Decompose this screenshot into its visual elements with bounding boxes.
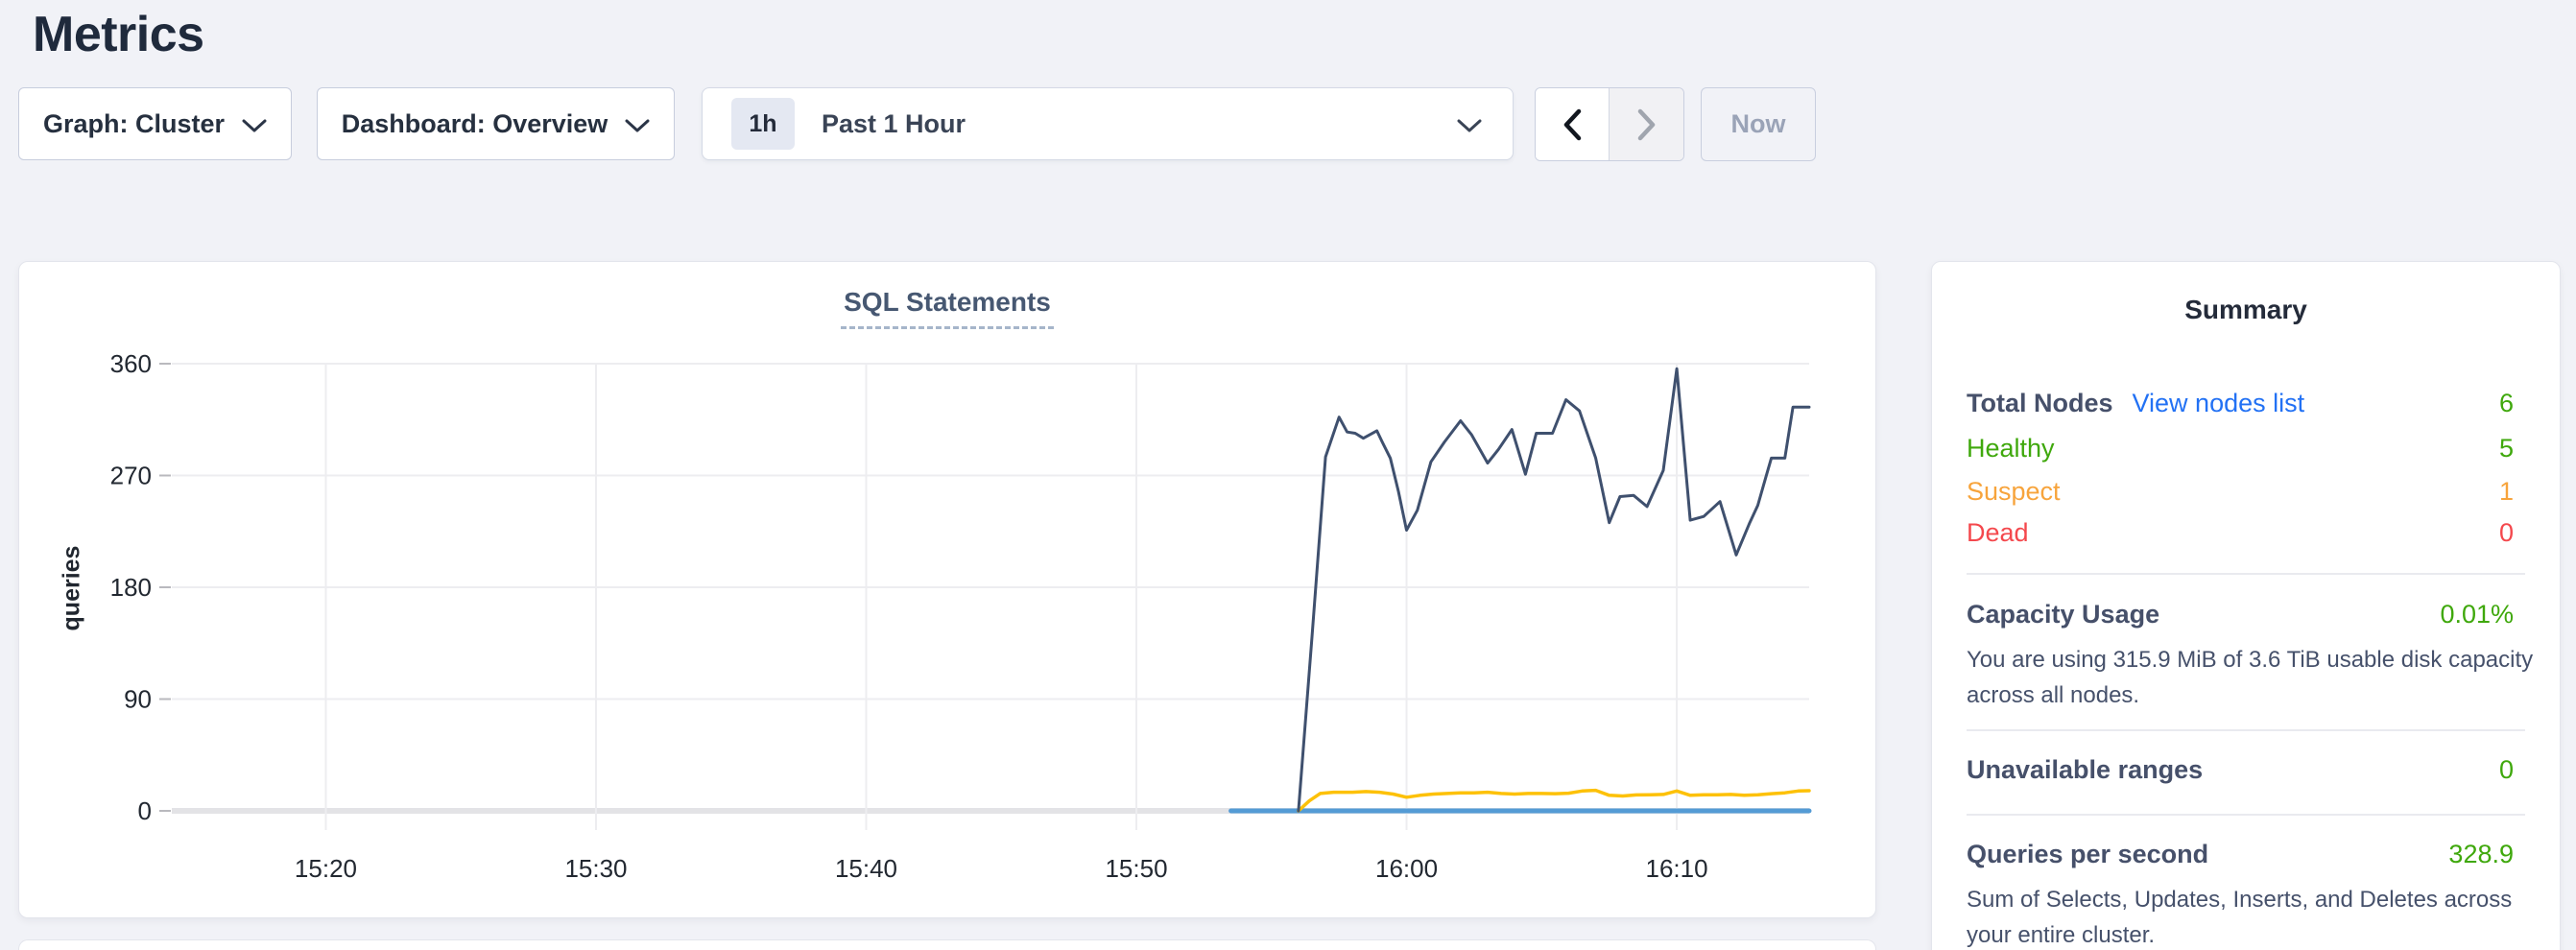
view-nodes-list-link[interactable]: View nodes list [2132,389,2305,417]
summary-title: Summary [2184,295,2307,324]
queries-per-second-description: Sum of Selects, Updates, Inserts, and De… [1967,887,2513,948]
y-tick-label: 360 [110,349,152,378]
summary-row-total-nodes: Total Nodes View nodes list 6 [1967,389,2514,425]
dead-label: Dead [1967,518,2029,547]
queries-per-second-label: Queries per second [1967,840,2209,868]
suspect-value: 1 [2498,477,2514,506]
chevron-down-icon [242,119,267,131]
graph-dropdown-label: Graph: Cluster [42,108,226,138]
time-pager [1535,87,1684,161]
dead-value: 0 [2498,518,2514,547]
summary-row-healthy: Healthy 5 [1967,434,2514,470]
chevron-down-icon [1457,119,1482,131]
y-tick-label: 180 [110,573,152,602]
x-tick-label: 15:20 [295,854,357,883]
y-tick-label: 0 [138,796,152,825]
sql-statements-card: SQL Statements queries 0 90 180 270 360 15:20… [18,261,1876,918]
unavailable-ranges-value: 0 [2498,755,2514,784]
dashboard-dropdown-label: Dashboard: Overview [341,108,608,138]
summary-row-suspect: Suspect 1 [1967,477,2514,513]
divider [1967,729,2525,731]
chevron-left-icon [1563,108,1582,140]
x-tick-label: 16:10 [1646,854,1708,883]
summary-row-unavailable-ranges: Unavailable ranges 0 [1967,755,2514,792]
unavailable-ranges-label: Unavailable ranges [1967,755,2204,784]
healthy-label: Healthy [1967,434,2055,463]
time-range-label: Past 1 Hour [822,108,966,138]
healthy-value: 5 [2498,434,2514,463]
sql-statements-chart[interactable]: 0 90 180 270 360 15:20 15:30 15:40 15:50 16:00 16:… [19,262,1877,919]
capacity-usage-label: Capacity Usage [1967,600,2160,629]
divider [1967,573,2525,575]
next-range-button[interactable] [1610,88,1683,160]
total-nodes-label: Total Nodes [1967,389,2113,417]
dashboard-dropdown[interactable]: Dashboard: Overview [317,87,675,160]
summary-row-capacity: Capacity Usage 0.01% [1967,600,2514,636]
y-tick-label: 270 [110,462,152,490]
now-button[interactable]: Now [1701,87,1816,161]
summary-panel: Summary Total Nodes View nodes list 6 He… [1931,261,2561,950]
y-tick-label: 90 [124,685,152,714]
chevron-right-icon [1637,108,1655,140]
capacity-usage-value: 0.01% [2440,600,2514,629]
series-dark-blue [1297,367,1811,813]
x-tick-label: 15:40 [835,854,897,883]
divider [1967,814,2525,816]
total-nodes-value: 6 [2498,389,2514,417]
time-range-selector[interactable]: 1h Past 1 Hour [702,87,1514,160]
x-tick-label: 16:00 [1375,854,1438,883]
next-chart-card-edge [18,939,1876,950]
graph-dropdown[interactable]: Graph: Cluster [18,87,292,160]
queries-per-second-value: 328.9 [2448,840,2514,868]
capacity-usage-description: You are using 315.9 MiB of 3.6 TiB usabl… [1967,647,2534,708]
prev-range-button[interactable] [1536,88,1610,160]
x-tick-label: 15:30 [564,854,627,883]
x-tick-label: 15:50 [1105,854,1167,883]
summary-row-dead: Dead 0 [1967,518,2514,555]
chevron-down-icon [625,119,650,131]
time-range-badge: 1h [731,98,795,150]
suspect-label: Suspect [1967,477,2061,506]
series-yellow [1297,788,1811,813]
summary-row-queries-per-second: Queries per second 328.9 [1967,840,2514,876]
page-title: Metrics [33,7,204,62]
chart-title[interactable]: SQL Statements [841,287,1054,329]
